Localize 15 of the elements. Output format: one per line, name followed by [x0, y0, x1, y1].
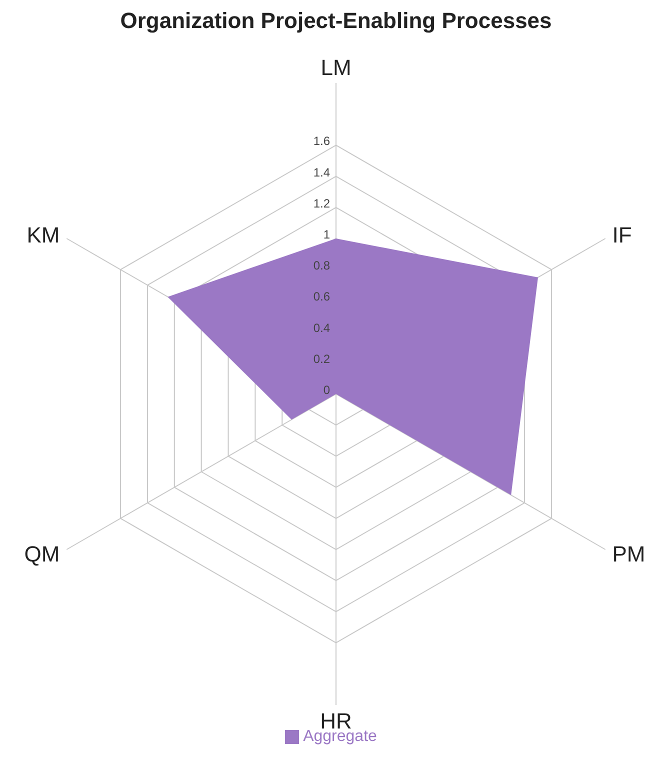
y-tick-label: 0.8 [313, 258, 330, 273]
chart-title: Organization Project-Enabling Processes [119, 8, 553, 35]
y-tick-label: 1.6 [313, 134, 330, 148]
y-tick-label: 0.6 [313, 290, 330, 304]
y-tick-label: 0.2 [313, 352, 330, 366]
y-tick-label: 0.4 [313, 320, 330, 335]
spoke-label: LM [320, 55, 352, 80]
spoke-label: IF [612, 222, 632, 248]
spoke-label: KM [26, 222, 60, 248]
spoke-label: QM [24, 541, 60, 566]
y-tick-label: 1 [323, 228, 330, 242]
y-tick-label: 1.2 [313, 196, 330, 210]
y-tick-label: 0 [323, 383, 330, 397]
spoke-label: PM [612, 541, 646, 566]
y-tick-label: 1.4 [313, 165, 330, 180]
